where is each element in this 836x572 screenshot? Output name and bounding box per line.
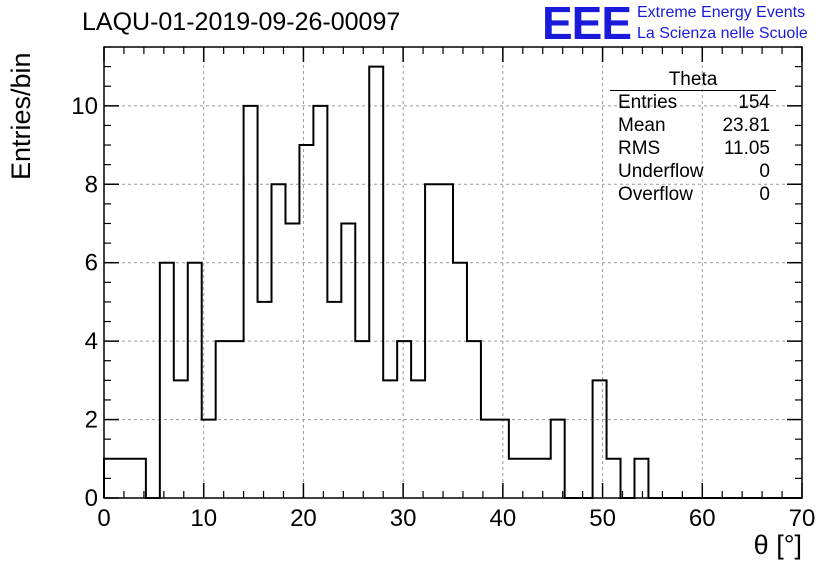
- x-tick-label: 50: [589, 505, 616, 532]
- y-axis-label: Entries/bin: [6, 52, 36, 180]
- x-tick-label: 40: [490, 505, 517, 532]
- y-tick-label: 0: [85, 485, 98, 512]
- chart-title: LAQU-01-2019-09-26-00097: [82, 8, 401, 36]
- stats-value: 11.05: [723, 138, 770, 159]
- y-tick-label: 4: [85, 328, 98, 355]
- stats-label: Mean: [618, 115, 666, 136]
- x-tick-label: 10: [190, 505, 217, 532]
- histogram-line: [103, 65, 802, 499]
- logo-line-2: La Scienza nelle Scuole: [637, 25, 808, 42]
- stats-value: 0: [759, 161, 770, 182]
- stats-row: RMS 11.05: [610, 137, 776, 160]
- stats-label: Overflow: [618, 184, 693, 205]
- stats-value: 0: [759, 184, 770, 205]
- stats-value: 154: [738, 92, 770, 113]
- stats-value: 23.81: [722, 115, 770, 136]
- stats-title: Theta: [610, 70, 776, 91]
- stats-row: Underflow 0: [610, 160, 776, 183]
- logo-line-1: Extreme Energy Events: [637, 4, 806, 21]
- eee-logo: EEE: [542, 0, 632, 49]
- stats-label: Entries: [618, 92, 678, 113]
- x-tick-label: 20: [290, 505, 317, 532]
- x-tick-label: 70: [789, 505, 816, 532]
- y-tick-label: 10: [71, 93, 98, 120]
- y-tick-label: 2: [85, 407, 98, 434]
- stats-row: Mean 23.81: [610, 114, 776, 137]
- stats-label: Underflow: [618, 161, 704, 182]
- plot-frame: [103, 46, 803, 499]
- stats-label: RMS: [618, 138, 661, 159]
- x-tick-label: 0: [97, 505, 110, 532]
- stats-row: Overflow 0: [610, 183, 776, 206]
- stats-row: Entries 154: [610, 91, 776, 114]
- x-tick-label: 60: [689, 505, 716, 532]
- x-tick-label: 30: [390, 505, 417, 532]
- stats-box: Theta Entries 154 Mean 23.81 RMS 11.05 U…: [610, 70, 776, 206]
- x-axis-label: θ [°]: [753, 530, 802, 560]
- tick-labels: 0 10 20 30 40 50 60 70 0 2 4 6 8 10: [71, 93, 815, 532]
- y-tick-label: 6: [85, 250, 98, 277]
- y-tick-label: 8: [85, 171, 98, 198]
